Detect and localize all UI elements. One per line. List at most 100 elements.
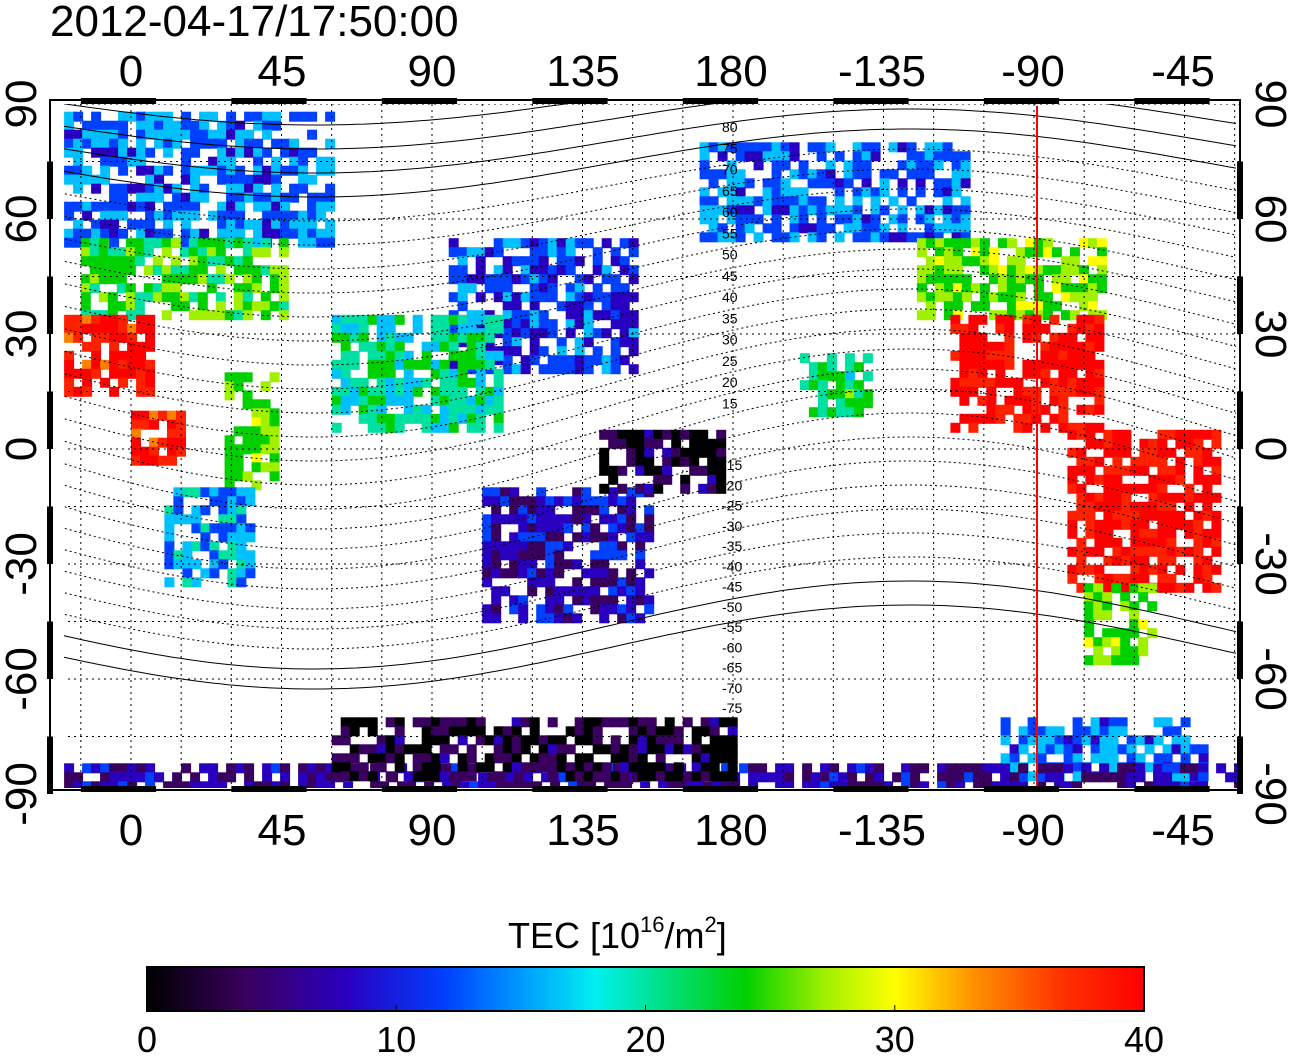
tec-cell [1045, 726, 1056, 737]
tec-cell [583, 310, 594, 321]
tec-cell [439, 726, 450, 737]
tec-cell [475, 332, 486, 343]
tec-cell [644, 604, 655, 615]
tec-cell [1162, 781, 1173, 788]
frame-bar [532, 98, 608, 104]
tec-cell [1067, 510, 1078, 521]
tec-cell [829, 772, 840, 783]
tec-cell [227, 541, 238, 552]
tec-cell [421, 341, 432, 352]
tec-cell [430, 762, 441, 773]
tec-cell [955, 763, 966, 774]
tec-cell [610, 319, 621, 330]
tec-cell [640, 790, 650, 800]
tec-region-10 [699, 142, 971, 243]
tec-cell [136, 120, 147, 131]
tec-cell [915, 187, 926, 198]
tec-cell [628, 337, 639, 348]
tec-cell [127, 763, 138, 774]
tec-cell [1094, 422, 1105, 433]
tec-cell [1175, 582, 1186, 593]
tec-cell [1193, 528, 1204, 539]
tec-cell [565, 238, 576, 249]
tec-cell [726, 214, 737, 225]
tec-cell [943, 247, 954, 258]
tec-cell [493, 753, 504, 764]
tec-cell [968, 368, 979, 379]
tec-cell [262, 201, 273, 212]
tec-cell [601, 310, 612, 321]
tec-cell [1202, 483, 1213, 494]
tec-cell [545, 514, 556, 525]
tec-cell [1193, 510, 1204, 521]
tec-cell [190, 120, 201, 131]
tec-cell [331, 762, 342, 773]
tec-cell [1103, 537, 1114, 548]
tec-cell [910, 772, 921, 783]
contour-label: 80 [722, 119, 738, 135]
tec-cell [995, 368, 1006, 379]
tec-cell [583, 717, 594, 728]
tec-cell [1054, 763, 1065, 774]
tec-cell [1148, 501, 1159, 512]
tec-cell [748, 763, 759, 774]
tec-cell [925, 274, 936, 285]
tec-cell [572, 496, 583, 507]
tec-cell [349, 771, 360, 782]
tec-cell [190, 174, 201, 185]
tec-cell [484, 350, 495, 361]
tec-cell [554, 532, 565, 543]
tec-cell [109, 781, 120, 788]
tec-cell [707, 474, 718, 485]
tec-cell [269, 471, 280, 482]
tec-cell [617, 438, 628, 449]
tec-cell [988, 292, 999, 303]
tec-cell [1103, 519, 1114, 530]
tec-cell [1102, 601, 1113, 612]
tec-cell [73, 111, 84, 122]
tec-cell [1130, 501, 1141, 512]
tec-cell [775, 772, 786, 783]
tec-cell [646, 762, 657, 773]
tec-cell [608, 514, 619, 525]
tec-cell [529, 762, 540, 773]
tec-cell [457, 332, 468, 343]
tec-cell [500, 487, 511, 498]
tec-cell [164, 577, 175, 588]
tec-cell [973, 772, 984, 783]
tec-cell [699, 205, 710, 216]
tec-cell [125, 247, 136, 258]
tec-cell [199, 120, 210, 131]
tec-cell [610, 310, 621, 321]
tec-cell [227, 577, 238, 588]
tec-cell [1175, 492, 1186, 503]
tec-cell [631, 790, 641, 800]
tec-cell [689, 438, 700, 449]
tec-cell [484, 762, 495, 773]
tec-cell [1148, 537, 1159, 548]
tec-cell [820, 781, 831, 788]
tec-cell [466, 283, 477, 294]
tec-region-3 [131, 410, 186, 466]
tec-region-14 [1084, 583, 1158, 666]
tec-cell [820, 772, 831, 783]
tec-cell [933, 142, 944, 153]
tec-cell [556, 301, 567, 312]
tec-cell [197, 265, 208, 276]
tec-cell [475, 413, 486, 424]
tec-cell [73, 368, 84, 379]
tec-cell [635, 456, 646, 467]
tec-cell [1202, 537, 1213, 548]
tec-cell [577, 781, 588, 788]
tec-cell [699, 160, 710, 171]
tec-cell [244, 174, 255, 185]
tec-cell [735, 196, 746, 207]
tec-cell [843, 169, 854, 180]
tec-cell [511, 310, 522, 321]
tec-cell [1099, 717, 1110, 728]
tec-region-1 [80, 238, 289, 321]
tec-cell [565, 301, 576, 312]
tec-cell [403, 368, 414, 379]
tec-cell [852, 187, 863, 198]
tec-cell [251, 274, 262, 285]
